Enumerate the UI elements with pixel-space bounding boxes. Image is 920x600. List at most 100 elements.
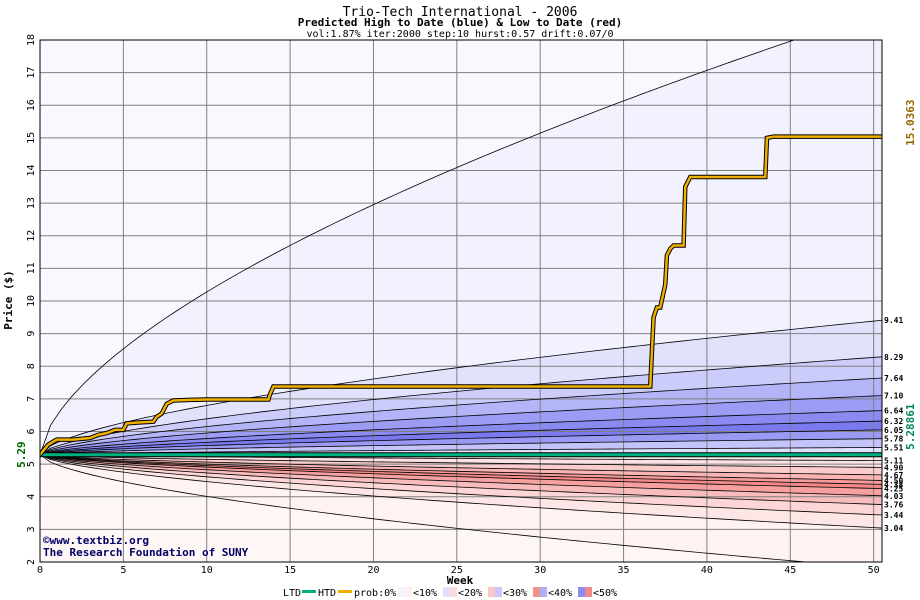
contour-16 [40, 454, 882, 497]
legend-swatch-b-0 [405, 587, 412, 597]
legend-htd-label: HTD [318, 588, 336, 599]
x-axis-label: Week [447, 574, 474, 587]
lower-band-7 [40, 454, 882, 516]
lower-band-8 [40, 454, 882, 529]
x-tick-5: 25 [451, 565, 463, 576]
upper-end-label-8: 5.51 [884, 443, 903, 452]
contour-17 [40, 454, 882, 505]
legend-item-4: <50% [593, 588, 617, 599]
y-tick-16: 18 [26, 34, 37, 46]
upper-end-label-4: 6.64 [884, 407, 903, 416]
upper-end-label-3: 7.10 [884, 392, 903, 401]
contour-7 [40, 429, 882, 456]
lower-band-1 [40, 454, 882, 475]
contour-15 [40, 454, 882, 489]
y-tick-0: 2 [26, 559, 37, 565]
lower-band-6 [40, 454, 882, 505]
contour-12 [40, 454, 882, 476]
contour-0 [40, 40, 796, 455]
y-tick-8: 10 [26, 295, 37, 307]
credit-line-1: ©www.textbiz.org [43, 534, 149, 547]
chart-title: Trio-Tech International - 2006 [343, 5, 578, 20]
lower-end-label-7: 3.76 [884, 501, 903, 510]
contour-18 [40, 454, 882, 516]
x-axis-ticks: 0 5 10 15 20 25 30 35 40 45 50 [37, 565, 880, 576]
legend-swatch-b-3 [540, 587, 547, 597]
legend-item-0: <10% [413, 588, 437, 599]
y-tick-15: 17 [26, 67, 37, 79]
legend-swatch-a-0 [398, 587, 405, 597]
legend-swatch-a-1 [443, 587, 450, 597]
legend-item-3: <40% [548, 588, 572, 599]
lower-end-label-1: 4.90 [884, 463, 903, 472]
x-tick-7: 35 [618, 565, 630, 576]
upper-end-label-0: 9.41 [884, 316, 903, 325]
y-tick-1: 3 [26, 526, 37, 532]
upper-band-2 [40, 356, 882, 455]
y-tick-9: 11 [26, 262, 37, 274]
x-tick-10: 50 [868, 565, 880, 576]
start-price-label: 5.29 [15, 441, 28, 468]
lower-band-3 [40, 454, 882, 485]
final-low-label: 5.28861 [904, 403, 917, 450]
chart-params: vol:1.87% iter:2000 step:10 hurst:0.57 d… [306, 29, 613, 40]
upper-band-6 [40, 421, 882, 455]
contour-19 [40, 454, 882, 529]
chart-subtitle: Predicted High to Date (blue) & Low to D… [298, 16, 623, 29]
legend-item-2: <30% [503, 588, 527, 599]
upper-end-label-7: 5.78 [884, 435, 903, 444]
x-tick-1: 5 [120, 565, 126, 576]
lower-end-label-2: 4.67 [884, 471, 903, 480]
lower-end-label-8: 3.44 [884, 511, 903, 520]
x-tick-6: 30 [534, 565, 546, 576]
y-tick-2: 4 [26, 494, 37, 500]
x-tick-0: 0 [37, 565, 43, 576]
lower-end-label-5: 4.25 [884, 485, 903, 494]
legend-swatch-b-1 [450, 587, 457, 597]
htd-line [40, 135, 882, 456]
lower-band-2 [40, 454, 882, 481]
final-high-label: 15.0363 [904, 100, 917, 146]
upper-band-8 [40, 438, 882, 455]
legend-ltd-label: LTD [283, 588, 301, 599]
upper-band-0 [40, 40, 882, 455]
x-tick-4: 20 [367, 565, 379, 576]
y-tick-10: 12 [26, 230, 37, 242]
x-tick-8: 40 [701, 565, 713, 576]
upper-end-label-5: 6.32 [884, 417, 903, 426]
lower-end-label-6: 4.03 [884, 492, 903, 501]
legend-item-1: <20% [458, 588, 482, 599]
probability-bands [40, 40, 882, 562]
y-tick-4: 6 [26, 428, 37, 434]
legend: LTD HTD prob:0% <10% <20% <30% <40% <50% [283, 587, 617, 599]
contour-14 [40, 454, 882, 485]
contour-2 [40, 356, 882, 456]
contour-4 [40, 395, 882, 456]
contour-6 [40, 420, 882, 456]
contour-5 [40, 410, 882, 456]
legend-swatch-b-2 [495, 587, 502, 597]
contour-13 [40, 454, 882, 481]
y-axis-ticks: 2 3 4 5 6 7 8 9 10 11 12 13 14 15 16 17 18 [26, 34, 37, 565]
upper-band-7 [40, 429, 882, 455]
lower-band-5 [40, 454, 882, 496]
legend-swatch-b-4 [585, 587, 592, 597]
plot-frame [39, 39, 883, 563]
y-axis-label: Price ($) [2, 270, 15, 330]
upper-band-4 [40, 395, 882, 455]
contour-20 [40, 454, 811, 562]
y-tick-7: 9 [26, 331, 37, 337]
contour-8 [40, 438, 882, 456]
legend-ltd-swatch [302, 590, 316, 593]
lower-end-label-3: 4.50 [884, 476, 903, 485]
credit-line-2: The Research Foundation of SUNY [43, 546, 249, 559]
legend-htd-swatch [338, 590, 352, 593]
y-tick-13: 15 [26, 132, 37, 144]
series-lines [40, 134, 882, 458]
y-tick-11: 13 [26, 197, 37, 209]
band-end-labels: 9.41 8.29 7.64 7.10 6.646.326.055.785.51 5.11… [884, 316, 903, 533]
legend-swatch-a-4 [578, 587, 585, 597]
legend-swatch-a-2 [488, 587, 495, 597]
upper-end-label-1: 8.29 [884, 353, 903, 362]
